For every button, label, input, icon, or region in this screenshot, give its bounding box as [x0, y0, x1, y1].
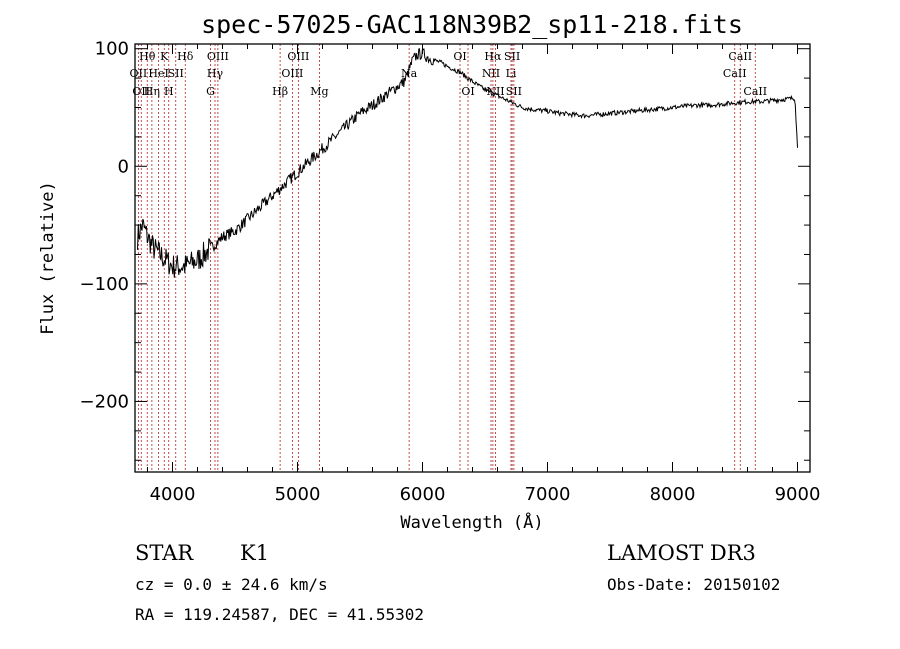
coordinates: RA = 119.24587, DEC = 41.55302: [135, 605, 424, 624]
line-label: CaII: [723, 67, 747, 80]
line-label: Hδ: [177, 50, 194, 63]
line-label: Hα: [484, 50, 502, 63]
observation-date: Obs-Date: 20150102: [607, 575, 780, 594]
chart-title: spec-57025-GAC118N39B2_sp11-218.fits: [201, 10, 743, 39]
spectral-line-labels: OII OII Hθ Hη HeI K H SII Hδ G Hγ OIII Hβ OIII OIII Mg N…: [130, 50, 768, 98]
line-label: OII: [132, 85, 150, 98]
line-label: CaII: [728, 50, 752, 63]
line-label: OIII: [207, 50, 229, 63]
plot-frame: [134, 43, 811, 473]
object-class: STAR: [135, 541, 194, 565]
line-label: G: [206, 85, 215, 98]
line-label: SII: [504, 50, 520, 63]
line-label: SII: [506, 85, 522, 98]
redshift-velocity: cz = 0.0 ± 24.6 km/s: [135, 575, 328, 594]
y-axis-ticks: 100 0 −100 −200: [80, 39, 810, 461]
y-tick-label: 100: [95, 39, 129, 60]
object-subclass: K1: [240, 541, 269, 565]
x-tick-label: 7000: [525, 484, 571, 505]
line-label: OII: [130, 67, 148, 80]
line-label: K: [160, 50, 169, 63]
line-label: Li: [506, 67, 517, 80]
line-label: CaII: [743, 85, 767, 98]
y-axis-label: Flux (relative): [38, 181, 58, 335]
line-label: Hβ: [272, 85, 288, 98]
x-tick-label: 6000: [400, 484, 446, 505]
line-label: OIII: [281, 67, 303, 80]
line-label: SII: [168, 67, 184, 80]
line-label: Mg: [310, 85, 328, 98]
y-tick-label: 0: [118, 156, 129, 177]
x-tick-label: 9000: [775, 484, 821, 505]
line-label: OI: [453, 50, 466, 63]
x-axis-ticks: 4000 5000 6000 7000 8000 9000: [147, 44, 821, 505]
x-tick-label: 4000: [150, 484, 196, 505]
x-tick-label: 8000: [650, 484, 696, 505]
x-axis-label: Wavelength (Å): [400, 511, 543, 533]
line-label: HeI: [148, 67, 168, 80]
survey-name: LAMOST DR3: [607, 541, 756, 565]
y-tick-label: −100: [80, 274, 129, 295]
line-label: OIII: [287, 50, 309, 63]
line-label: Hγ: [207, 67, 224, 80]
line-label: OI: [461, 85, 474, 98]
line-label: NII: [482, 67, 500, 80]
line-label: NII: [486, 85, 504, 98]
spectral-line-markers: [137, 44, 756, 472]
y-tick-label: −200: [80, 391, 129, 412]
line-label: Na: [401, 67, 418, 80]
line-label: H: [164, 85, 174, 98]
line-label: Hθ: [139, 50, 156, 63]
line-label: Hη: [144, 85, 160, 98]
x-tick-label: 5000: [275, 484, 321, 505]
spectrum-line: [137, 46, 798, 278]
